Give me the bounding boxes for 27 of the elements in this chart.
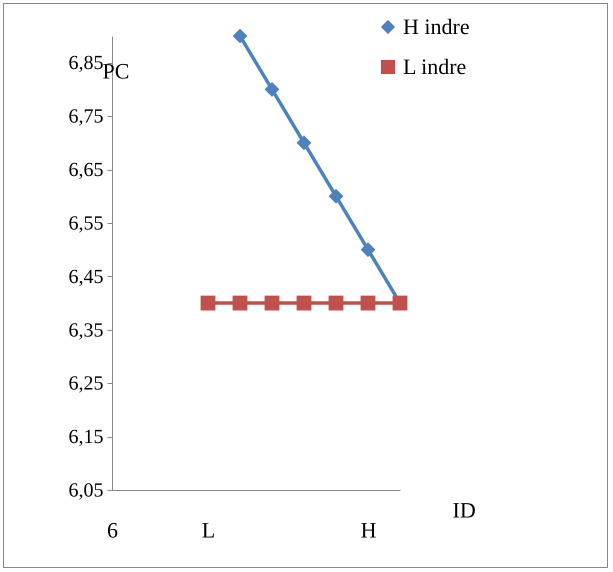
point [264,296,280,310]
legend-label: H indre [403,14,470,39]
point [232,296,248,310]
y-tick-label: 6,15 [68,426,104,448]
point [296,135,312,150]
point [296,296,312,310]
x-tick-label: 6 [107,518,118,542]
legend-label: L indre [403,54,466,79]
x-axis-title: ID [452,498,476,522]
point [328,296,344,310]
y-tick-label: 6,55 [68,212,104,234]
y-tick-label: 6,75 [68,106,104,128]
y-tick-label: 6,25 [68,372,104,395]
y-tick-label: 6,45 [68,266,104,288]
point [264,82,280,97]
y-tick-label: 6,35 [68,319,104,342]
point [360,242,376,258]
x-tick-label: L [202,518,216,542]
x-tick-label: H [360,518,377,542]
point [232,28,248,44]
y-tick-label: 6,05 [68,480,104,502]
y-tick-label: 6,85 [68,52,104,74]
point [360,296,376,310]
y-axis-title: PC [102,58,130,84]
y-tick-label: 6,65 [68,159,104,182]
point [200,296,216,310]
point [328,188,344,204]
